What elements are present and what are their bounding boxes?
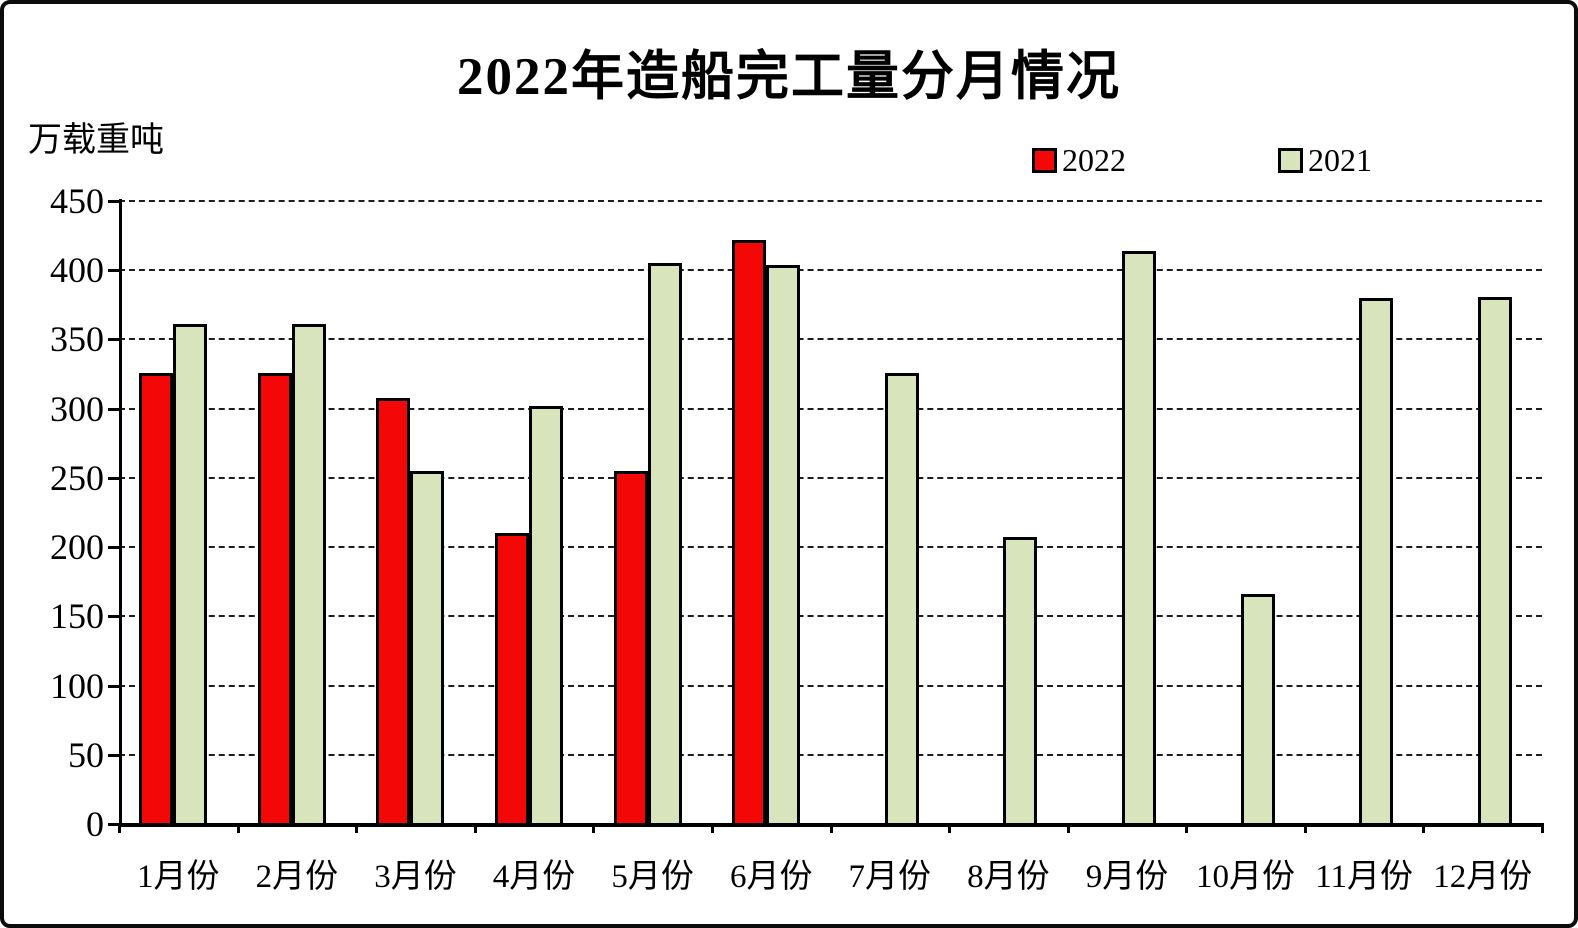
gridline-200 [119,546,1542,549]
y-axis-tick-200 [108,546,119,550]
bar-2021-12月份 [1477,296,1512,824]
x-axis-tick-6 [829,824,833,833]
gridline-300 [119,407,1542,410]
bar-2021-7月份 [884,372,919,824]
x-cat-label-6月份: 6月份 [729,859,813,895]
gridline-450 [119,200,1542,202]
bar-2021-1月份 [173,324,208,824]
legend-label-2021: 2021 [1308,142,1372,178]
y-axis-tick-450 [108,200,119,203]
bar-2022-5月份 [613,470,648,824]
x-cat-label-11月份: 11月份 [1315,859,1414,895]
x-cat-label-8月份: 8月份 [967,859,1050,895]
x-axis-tick-0 [118,824,121,833]
x-axis-tick-11 [1422,824,1426,833]
y-tick-label-450: 450 [50,181,104,221]
y-tick-label-350: 350 [50,319,104,360]
x-cat-label-1月份: 1月份 [137,859,220,895]
y-axis-unit-label: 万载重吨 [28,122,164,159]
bar-2021-10月份 [1240,594,1275,824]
x-cat-label-12月份: 12月份 [1433,859,1533,895]
x-axis-tick-9 [1185,824,1189,833]
legend-label-2022: 2022 [1062,142,1126,178]
bar-2022-1月份 [139,372,174,824]
y-axis-tick-400 [108,269,119,273]
bar-2022-2月份 [257,372,292,824]
y-axis-tick-0 [108,823,119,826]
gridline-250 [119,476,1542,479]
y-tick-label-100: 100 [50,665,104,706]
gridline-400 [119,269,1542,272]
gridline-350 [119,338,1542,341]
y-tick-label-0: 0 [86,804,104,844]
bar-2021-11月份 [1359,297,1394,824]
x-axis-tick-1 [236,824,240,833]
bar-2021-2月份 [291,324,326,824]
y-tick-label-200: 200 [50,527,104,568]
bar-2022-6月份 [732,239,767,824]
legend-swatch-2022-icon [1032,148,1057,173]
gridline-150 [119,615,1542,618]
legend: 2022 2021 [1032,142,1372,179]
y-tick-label-300: 300 [50,388,104,429]
x-cat-label-10月份: 10月份 [1196,859,1296,895]
y-axis-line [119,199,122,827]
y-axis-tick-50 [108,753,119,757]
x-cat-label-3月份: 3月份 [374,859,457,895]
x-axis-tick-7 [948,824,952,833]
x-cat-label-7月份: 7月份 [848,859,932,895]
x-cat-label-9月份: 9月份 [1085,859,1169,895]
chart-title: 2022年造船完工量分月情况 [457,48,1121,106]
x-axis-tick-2 [355,824,359,833]
bar-2021-3月份 [410,470,445,824]
x-axis-tick-8 [1066,824,1070,833]
y-axis-tick-100 [108,684,119,688]
x-axis-tick-10 [1303,824,1307,833]
y-tick-label-50: 50 [68,734,104,775]
y-tick-label-150: 150 [50,596,104,637]
x-axis-tick-3 [473,824,477,833]
legend-item-2021: 2021 [1278,142,1372,179]
y-axis-tick-300 [108,407,119,411]
bar-2021-9月份 [1121,250,1156,824]
y-tick-label-250: 250 [50,457,104,498]
x-axis-line [119,823,1544,827]
bar-2022-4月份 [495,533,530,824]
x-cat-label-4月份: 4月份 [492,859,576,895]
y-axis-tick-250 [108,476,119,480]
bar-2021-4月份 [529,405,564,824]
x-cat-label-5月份: 5月份 [611,859,694,895]
x-axis-tick-12 [1541,824,1544,833]
legend-item-2022: 2022 [1032,142,1126,179]
y-tick-label-400: 400 [50,250,104,291]
bar-2021-5月份 [647,263,682,824]
bar-2022-3月份 [376,397,411,824]
bar-2021-6月份 [766,264,801,824]
y-axis-tick-350 [108,338,119,342]
gridline-50 [119,753,1542,756]
x-axis-tick-4 [592,824,596,833]
legend-swatch-2021-icon [1278,148,1303,173]
y-axis-tick-150 [108,615,119,619]
x-cat-label-2月份: 2月份 [255,859,339,895]
bar-2021-8月份 [1003,537,1038,824]
gridline-100 [119,684,1542,687]
x-axis-tick-5 [710,824,714,833]
